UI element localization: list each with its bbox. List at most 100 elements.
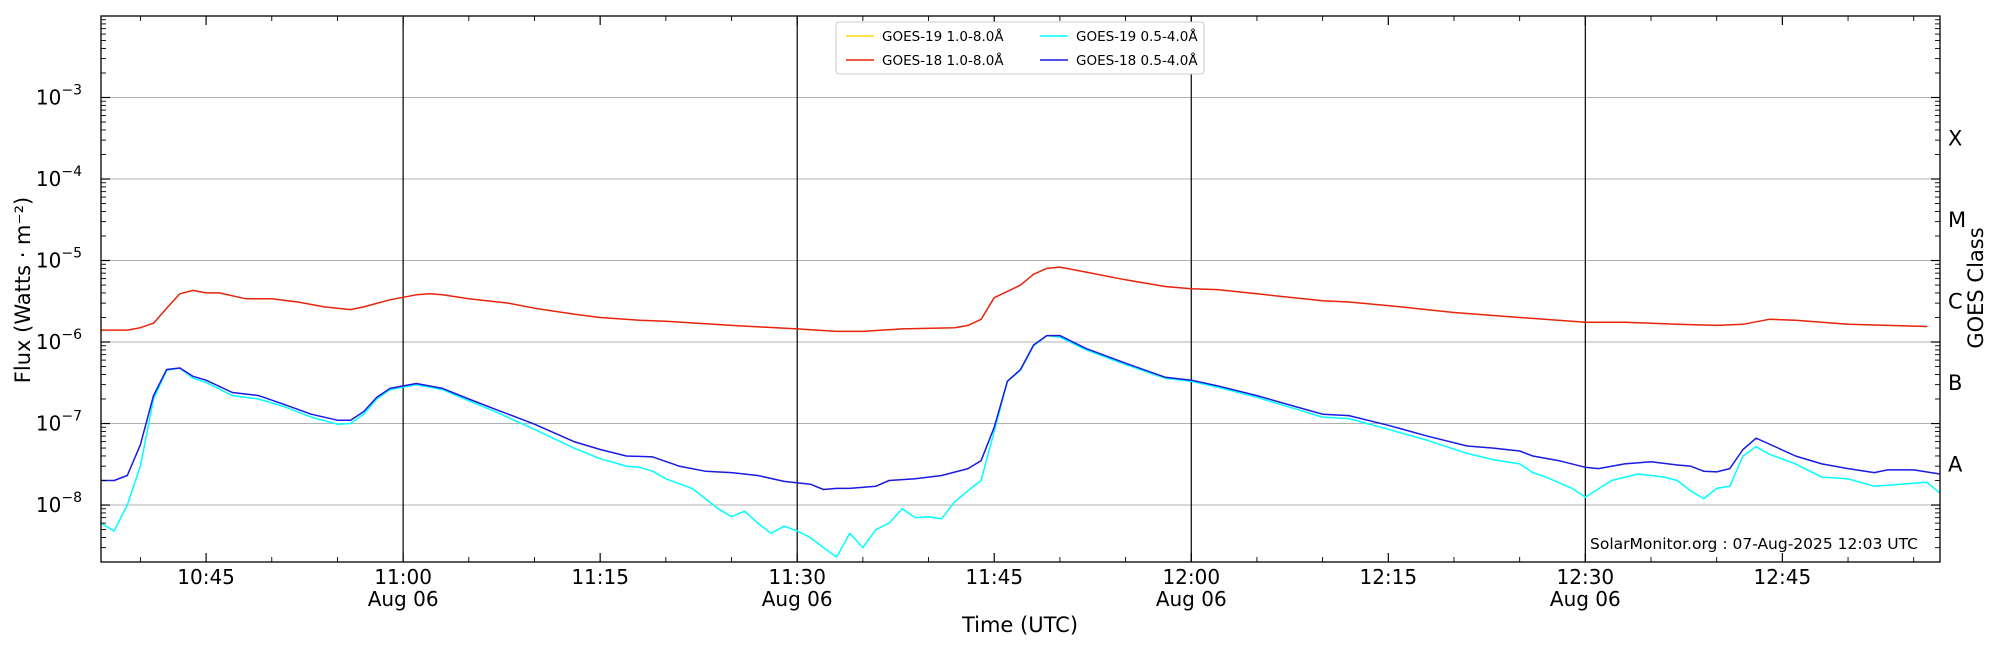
- data-point: [205, 292, 207, 294]
- data-point: [376, 396, 378, 398]
- data-point: [363, 306, 365, 308]
- data-point: [1216, 385, 1219, 387]
- data-point: [704, 470, 706, 472]
- data-point: [192, 377, 194, 379]
- data-point: [441, 294, 444, 296]
- data-point: [1046, 334, 1048, 337]
- data-point: [1519, 463, 1521, 465]
- y-tick-label: 10−8: [36, 490, 82, 517]
- data-point: [1873, 485, 1875, 487]
- data-point: [1584, 321, 1586, 323]
- x-tick-label: 12:45: [1754, 565, 1812, 589]
- data-point: [244, 298, 247, 300]
- data-point: [862, 547, 864, 549]
- data-point: [533, 428, 536, 430]
- data-point: [1348, 417, 1350, 420]
- grid-lines: [101, 97, 1940, 506]
- data-point: [349, 422, 352, 425]
- y-tick-label: 10−6: [36, 327, 82, 354]
- data-point: [730, 324, 733, 326]
- data-point: [179, 293, 181, 295]
- y-tick-label: 10−3: [36, 83, 82, 110]
- data-point: [1387, 304, 1389, 307]
- legend-box: [835, 21, 1205, 75]
- legend: GOES-19 1.0-8.0Å GOES-18 1.0-8.0Å GOES-19 …: [835, 21, 1205, 75]
- x-tick-label: 12:30: [1557, 565, 1615, 589]
- data-point: [836, 487, 838, 489]
- data-point: [1729, 485, 1731, 487]
- data-point: [271, 298, 273, 300]
- data-point: [914, 478, 917, 480]
- data-point: [665, 320, 667, 322]
- data-point: [704, 497, 706, 500]
- data-point: [967, 490, 969, 492]
- data-point: [1650, 461, 1652, 463]
- data-point: [1663, 476, 1665, 478]
- data-point: [1768, 453, 1770, 455]
- y2-axis-title: GOES Class: [1964, 227, 1988, 348]
- data-point: [297, 301, 299, 303]
- data-point: [822, 547, 825, 549]
- data-point: [1886, 469, 1889, 471]
- data-point: [1755, 437, 1757, 439]
- x-tick-label: 11:15: [571, 565, 629, 589]
- data-point: [1768, 318, 1770, 320]
- data-point: [1059, 334, 1061, 337]
- data-point: [258, 395, 260, 397]
- data-point: [1624, 321, 1626, 323]
- data-point: [678, 465, 680, 467]
- data-point: [166, 368, 168, 371]
- x-tick-label: 11:00: [374, 565, 432, 589]
- data-point: [1558, 460, 1560, 462]
- data-point: [980, 318, 982, 320]
- data-point: [231, 395, 233, 397]
- data-point: [441, 389, 444, 391]
- plot-frame: [100, 15, 1941, 563]
- data-point: [1322, 413, 1324, 415]
- data-point: [231, 391, 233, 394]
- data-point: [1899, 483, 1902, 485]
- x-axis-title: Time (UTC): [961, 613, 1078, 637]
- data-point: [941, 474, 943, 477]
- data-point: [1689, 490, 1692, 492]
- data-point: [967, 467, 969, 470]
- data-point: [179, 367, 181, 369]
- data-point: [796, 530, 798, 532]
- data-point: [783, 480, 785, 482]
- data-point: [862, 330, 864, 332]
- data-point: [927, 516, 930, 518]
- data-point: [730, 471, 733, 474]
- data-point: [284, 406, 286, 408]
- data-point: [1322, 416, 1324, 418]
- data-point: [1124, 279, 1127, 281]
- data-point: [809, 536, 811, 539]
- data-point: [139, 465, 142, 467]
- data-point: [770, 532, 772, 534]
- data-point: [625, 455, 628, 457]
- goes-class-label: B: [1948, 371, 1962, 395]
- data-point: [1794, 463, 1797, 465]
- x-tick-date-label: Aug 06: [368, 587, 439, 611]
- data-point: [1913, 469, 1915, 471]
- data-point: [967, 324, 969, 326]
- data-point: [1295, 408, 1297, 410]
- data-point: [192, 375, 194, 377]
- data-point: [1046, 267, 1048, 270]
- y-tick-label: 10−5: [36, 246, 82, 273]
- data-point: [836, 330, 838, 332]
- data-point: [599, 458, 601, 460]
- data-point: [744, 510, 746, 512]
- data-point: [1768, 443, 1770, 445]
- data-point: [1886, 324, 1889, 326]
- data-point: [113, 530, 115, 532]
- data-point: [980, 460, 982, 462]
- data-point: [113, 479, 115, 482]
- data-point: [139, 327, 142, 329]
- data-point: [336, 419, 339, 421]
- data-point: [1519, 316, 1521, 319]
- legend-label: GOES-18 1.0-8.0Å: [882, 52, 1004, 69]
- data-point: [1033, 273, 1035, 275]
- data-point: [468, 398, 470, 400]
